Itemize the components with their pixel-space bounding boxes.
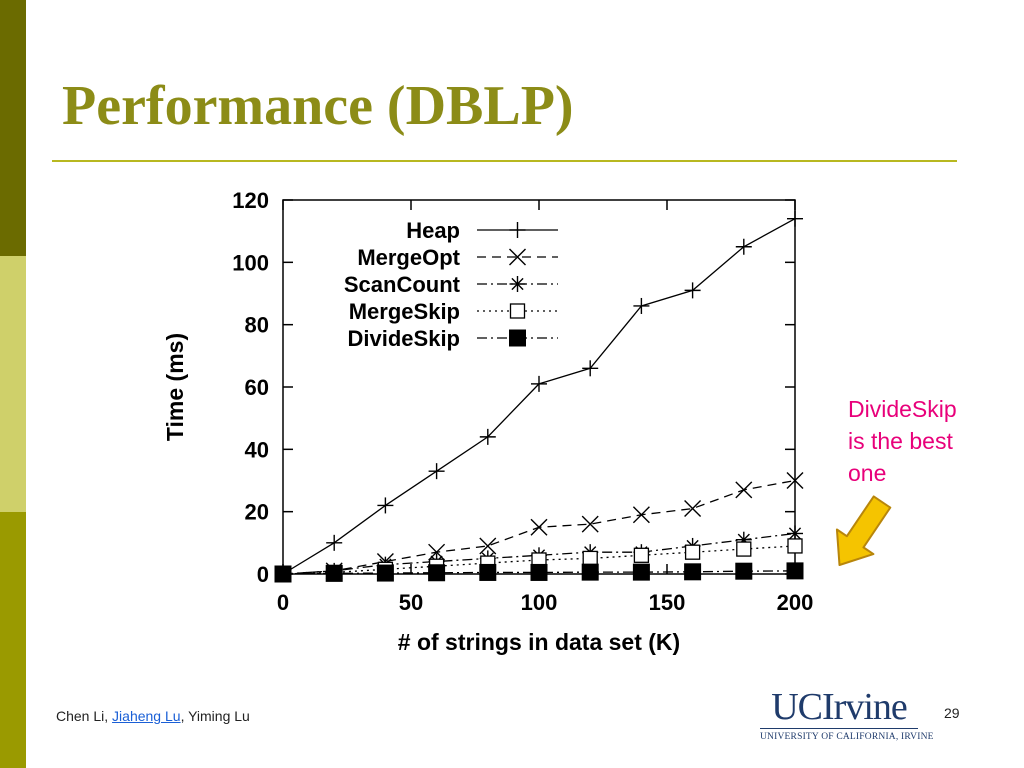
legend-label-mergeskip: MergeSkip <box>349 299 460 324</box>
logo-subtitle: UNIVERSITY OF CALIFORNIA, IRVINE <box>760 732 934 742</box>
point-mergeopt <box>530 518 548 536</box>
y-tick-label: 40 <box>245 437 269 462</box>
legend-label-divideskip: DivideSkip <box>348 326 460 351</box>
title-divider <box>52 160 957 162</box>
x-tick-label: 200 <box>777 590 814 615</box>
legend-marker-heap <box>509 222 526 238</box>
slide-sidebar <box>0 0 26 768</box>
logo-wordmark: UCIrvine <box>771 686 908 728</box>
point-mergeskip <box>684 544 701 560</box>
author-3: Yiming Lu <box>188 708 250 724</box>
author-separator: , <box>104 708 113 724</box>
point-mergeskip <box>736 541 752 557</box>
legend-label-heap: Heap <box>406 218 460 243</box>
sidebar-band-dark <box>0 0 26 256</box>
x-tick-label: 0 <box>277 590 289 615</box>
point-divideskip <box>632 563 650 581</box>
point-mergeopt <box>581 515 599 533</box>
legend-label-mergeopt: MergeOpt <box>357 245 460 270</box>
point-heap <box>377 497 394 514</box>
point-divideskip <box>274 565 292 583</box>
point-heap <box>787 210 803 227</box>
point-divideskip <box>376 564 394 582</box>
legend-marker-scancount <box>509 276 526 292</box>
point-divideskip <box>325 564 343 582</box>
x-axis-label: # of strings in data set (K) <box>398 629 680 655</box>
annotation-line-1: DivideSkip <box>848 396 957 422</box>
sidebar-band-light <box>0 256 26 512</box>
author-1: Chen Li <box>56 708 105 724</box>
y-tick-label: 80 <box>245 313 269 338</box>
point-divideskip <box>428 564 446 582</box>
legend-label-scancount: ScanCount <box>344 272 461 297</box>
author-list: Chen Li, Jiaheng Lu, Yiming Lu <box>56 708 250 724</box>
point-mergeskip <box>633 547 650 563</box>
point-mergeopt <box>632 506 650 524</box>
point-mergeopt <box>684 500 702 518</box>
y-tick-label: 0 <box>257 562 269 587</box>
y-axis-label: Time (ms) <box>162 333 188 441</box>
page-number: 29 <box>944 705 960 721</box>
point-heap <box>428 463 445 480</box>
y-tick-label: 20 <box>245 500 269 525</box>
x-tick-label: 150 <box>649 590 686 615</box>
uc-irvine-logo: UCIrvine UNIVERSITY OF CALIFORNIA, IRVIN… <box>760 686 934 742</box>
point-heap <box>326 534 343 551</box>
point-heap <box>735 238 752 255</box>
point-divideskip <box>684 563 702 581</box>
legend-marker-mergeopt <box>509 248 526 266</box>
series-line-mergeskip <box>282 545 796 575</box>
y-tick-label: 120 <box>232 188 269 213</box>
y-tick-label: 100 <box>232 250 269 275</box>
author-2-link[interactable]: Jiaheng Lu <box>112 708 181 724</box>
annotation-note: DivideSkip is the best one <box>848 393 998 489</box>
point-mergeopt <box>786 472 804 489</box>
point-divideskip <box>735 562 753 580</box>
sidebar-band-mid <box>0 512 26 768</box>
point-divideskip <box>530 563 548 581</box>
point-mergeskip <box>582 550 598 567</box>
point-heap <box>479 428 496 445</box>
pointer-arrow-icon <box>835 495 892 567</box>
point-heap <box>531 375 547 392</box>
point-mergeskip <box>787 538 803 554</box>
point-heap <box>582 360 599 377</box>
legend-marker-divideskip <box>509 329 526 347</box>
point-heap <box>684 282 701 299</box>
point-divideskip <box>581 563 599 581</box>
point-divideskip <box>786 562 804 580</box>
annotation-line-2: is the best <box>848 428 953 454</box>
point-heap <box>633 297 650 314</box>
point-mergeopt <box>735 481 753 499</box>
series-line-scancount <box>282 532 796 575</box>
x-tick-label: 50 <box>399 590 423 615</box>
point-mergeopt <box>428 543 446 561</box>
series-line-divideskip <box>282 570 796 575</box>
legend-marker-mergeskip <box>509 303 526 319</box>
author-separator: , <box>180 708 189 724</box>
x-tick-label: 100 <box>521 590 558 615</box>
point-mergeopt <box>479 537 497 555</box>
annotation-line-3: one <box>848 460 887 486</box>
y-tick-label: 60 <box>245 375 269 400</box>
slide-title: Performance (DBLP) <box>62 75 574 137</box>
point-divideskip <box>479 563 497 581</box>
performance-chart: 0 20 40 60 80 100 120 0 50 100 150 200 # of strings … <box>162 188 814 655</box>
logo-rule <box>760 728 918 729</box>
